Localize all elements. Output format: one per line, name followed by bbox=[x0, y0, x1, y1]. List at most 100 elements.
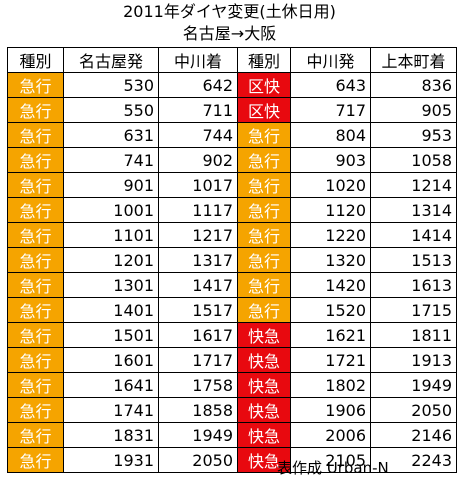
nakagawa-arrival-cell: 1949 bbox=[158, 422, 238, 448]
train-type-1-cell: 急行 bbox=[7, 422, 64, 448]
train-type-1-cell: 急行 bbox=[7, 347, 64, 373]
nakagawa-arrival-cell: 2050 bbox=[158, 447, 238, 473]
nakagawa-departure-cell: 643 bbox=[290, 72, 371, 98]
table-row: 急行 1601 1717 快急 1721 1913 bbox=[7, 347, 457, 373]
nakagawa-arrival-cell: 902 bbox=[158, 147, 238, 173]
train-type-2-cell: 快急 bbox=[237, 372, 291, 398]
train-type-1-cell: 急行 bbox=[7, 197, 64, 223]
nakagawa-arrival-cell: 1517 bbox=[158, 297, 238, 323]
nakagawa-arrival-cell: 711 bbox=[158, 97, 238, 123]
train-type-2-cell: 急行 bbox=[237, 122, 291, 148]
train-type-2-cell: 快急 bbox=[237, 322, 291, 348]
train-type-1-cell: 急行 bbox=[7, 297, 64, 323]
table-row: 急行 1001 1117 急行 1120 1314 bbox=[7, 197, 457, 223]
uehommachi-arrival-cell: 2146 bbox=[370, 422, 457, 448]
nagoya-departure-cell: 1101 bbox=[63, 222, 159, 248]
timetable: 種別 名古屋発 中川着 種別 中川発 上本町着 急行 530 642 区快 643 836… bbox=[7, 47, 457, 473]
nakagawa-arrival-cell: 1758 bbox=[158, 372, 238, 398]
uehommachi-arrival-cell: 953 bbox=[370, 122, 457, 148]
nagoya-departure-cell: 1501 bbox=[63, 322, 159, 348]
train-type-2-cell: 急行 bbox=[237, 222, 291, 248]
uehommachi-arrival-cell: 905 bbox=[370, 97, 457, 123]
table-row: 急行 1301 1417 急行 1420 1613 bbox=[7, 272, 457, 298]
train-type-2-cell: 快急 bbox=[237, 447, 291, 473]
train-type-2-cell: 急行 bbox=[237, 172, 291, 198]
table-row: 急行 1831 1949 快急 2006 2146 bbox=[7, 422, 457, 448]
train-type-1-cell: 急行 bbox=[7, 147, 64, 173]
nakagawa-arrival-cell: 1617 bbox=[158, 322, 238, 348]
header-type-2: 種別 bbox=[237, 47, 291, 73]
train-type-1-cell: 急行 bbox=[7, 397, 64, 423]
nakagawa-departure-cell: 1020 bbox=[290, 172, 371, 198]
train-type-1-cell: 急行 bbox=[7, 272, 64, 298]
credit: 表作成 Urban-N bbox=[277, 459, 389, 477]
nakagawa-arrival-cell: 744 bbox=[158, 122, 238, 148]
uehommachi-arrival-cell: 1949 bbox=[370, 372, 457, 398]
nakagawa-departure-cell: 1120 bbox=[290, 197, 371, 223]
nagoya-departure-cell: 1301 bbox=[63, 272, 159, 298]
nakagawa-departure-cell: 1721 bbox=[290, 347, 371, 373]
nakagawa-arrival-cell: 1017 bbox=[158, 172, 238, 198]
nakagawa-arrival-cell: 1317 bbox=[158, 247, 238, 273]
nakagawa-departure-cell: 717 bbox=[290, 97, 371, 123]
train-type-2-cell: 急行 bbox=[237, 297, 291, 323]
nagoya-departure-cell: 1201 bbox=[63, 247, 159, 273]
nakagawa-departure-cell: 1621 bbox=[290, 322, 371, 348]
header-type-1: 種別 bbox=[7, 47, 64, 73]
train-type-1-cell: 急行 bbox=[7, 122, 64, 148]
nagoya-departure-cell: 1741 bbox=[63, 397, 159, 423]
train-type-1-cell: 急行 bbox=[7, 372, 64, 398]
nakagawa-arrival-cell: 1717 bbox=[158, 347, 238, 373]
header-uehommachi-arr: 上本町着 bbox=[370, 47, 457, 73]
table-row: 急行 1741 1858 快急 1906 2050 bbox=[7, 397, 457, 423]
nakagawa-departure-cell: 1802 bbox=[290, 372, 371, 398]
uehommachi-arrival-cell: 836 bbox=[370, 72, 457, 98]
header-nagoya-dep: 名古屋発 bbox=[63, 47, 159, 73]
nagoya-departure-cell: 631 bbox=[63, 122, 159, 148]
train-type-2-cell: 急行 bbox=[237, 272, 291, 298]
page-title: 2011年ダイヤ変更(土休日用) bbox=[123, 2, 336, 21]
uehommachi-arrival-cell: 1613 bbox=[370, 272, 457, 298]
nakagawa-departure-cell: 2105 bbox=[290, 447, 371, 473]
header-nakagawa-arr: 中川着 bbox=[158, 47, 238, 73]
table-row: 急行 1931 2050 快急 2105 2243 bbox=[7, 447, 457, 473]
train-type-1-cell: 急行 bbox=[7, 322, 64, 348]
train-type-1-cell: 急行 bbox=[7, 172, 64, 198]
uehommachi-arrival-cell: 1513 bbox=[370, 247, 457, 273]
table-row: 急行 1641 1758 快急 1802 1949 bbox=[7, 372, 457, 398]
nagoya-departure-cell: 1401 bbox=[63, 297, 159, 323]
table-row: 急行 1201 1317 急行 1320 1513 bbox=[7, 247, 457, 273]
nakagawa-arrival-cell: 1117 bbox=[158, 197, 238, 223]
train-type-1-cell: 急行 bbox=[7, 447, 64, 473]
train-type-1-cell: 急行 bbox=[7, 222, 64, 248]
train-type-1-cell: 急行 bbox=[7, 247, 64, 273]
nakagawa-departure-cell: 903 bbox=[290, 147, 371, 173]
train-type-1-cell: 急行 bbox=[7, 97, 64, 123]
nagoya-departure-cell: 1931 bbox=[63, 447, 159, 473]
nagoya-departure-cell: 1831 bbox=[63, 422, 159, 448]
train-type-2-cell: 急行 bbox=[237, 197, 291, 223]
train-type-2-cell: 急行 bbox=[237, 147, 291, 173]
train-type-2-cell: 快急 bbox=[237, 347, 291, 373]
train-type-2-cell: 区快 bbox=[237, 97, 291, 123]
uehommachi-arrival-cell: 1414 bbox=[370, 222, 457, 248]
nakagawa-arrival-cell: 642 bbox=[158, 72, 238, 98]
nakagawa-departure-cell: 804 bbox=[290, 122, 371, 148]
header-row: 種別 名古屋発 中川着 種別 中川発 上本町着 bbox=[7, 47, 457, 73]
nagoya-departure-cell: 1001 bbox=[63, 197, 159, 223]
uehommachi-arrival-cell: 2050 bbox=[370, 397, 457, 423]
table-row: 急行 1501 1617 快急 1621 1811 bbox=[7, 322, 457, 348]
table-row: 急行 530 642 区快 643 836 bbox=[7, 72, 457, 98]
nagoya-departure-cell: 1601 bbox=[63, 347, 159, 373]
train-type-1-cell: 急行 bbox=[7, 72, 64, 98]
nagoya-departure-cell: 530 bbox=[63, 72, 159, 98]
nagoya-departure-cell: 550 bbox=[63, 97, 159, 123]
nakagawa-arrival-cell: 1858 bbox=[158, 397, 238, 423]
nakagawa-departure-cell: 2006 bbox=[290, 422, 371, 448]
train-type-2-cell: 快急 bbox=[237, 397, 291, 423]
table-row: 急行 631 744 急行 804 953 bbox=[7, 122, 457, 148]
train-type-2-cell: 区快 bbox=[237, 72, 291, 98]
header-nakagawa-dep: 中川発 bbox=[290, 47, 371, 73]
uehommachi-arrival-cell: 1058 bbox=[370, 147, 457, 173]
nagoya-departure-cell: 741 bbox=[63, 147, 159, 173]
